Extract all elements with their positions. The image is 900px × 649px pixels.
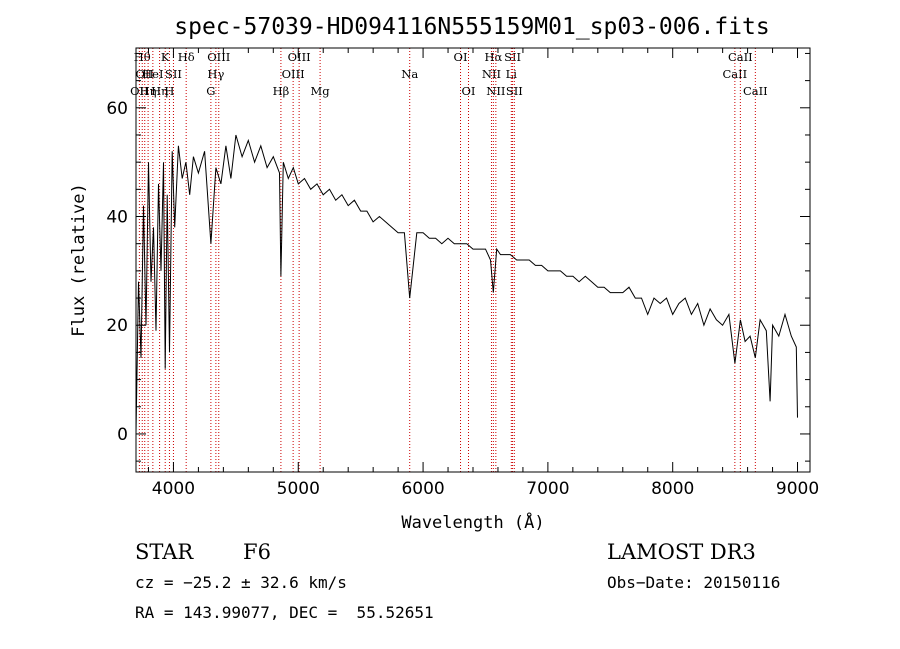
x-tick-label: 4000 [152, 479, 195, 499]
observation-date: Obs−Date: 20150116 [607, 573, 781, 592]
y-tick-label: 40 [106, 208, 128, 228]
line-label-13: Hβ [273, 84, 290, 98]
spectral-subclass: F6 [243, 540, 271, 564]
line-label-5: Hη [151, 84, 168, 98]
line-label-28: CaII [743, 84, 768, 98]
coordinates: RA = 143.99077, DEC = 55.52651 [135, 603, 434, 622]
line-label-19: OI [462, 84, 476, 98]
line-label-22: NII [486, 84, 505, 98]
line-label-10: G [206, 84, 215, 98]
y-tick-label: 0 [117, 425, 128, 445]
x-tick-label: 7000 [526, 479, 569, 499]
y-tick-label: 20 [106, 316, 128, 336]
line-label-27: CaII [728, 50, 753, 64]
redshift-velocity: cz = −25.2 ± 32.6 km/s [135, 573, 347, 592]
spectrum-line [135, 134, 798, 434]
line-label-14: OIII [282, 67, 305, 81]
line-label-4: HeI [142, 67, 163, 81]
line-label-21: Hα [484, 50, 502, 64]
line-label-6: K [161, 50, 170, 64]
x-tick-label: 8000 [651, 479, 694, 499]
x-axis-label: Wavelength (Å) [401, 511, 544, 533]
line-label-2: OII [135, 67, 154, 81]
line-label-8: SII [165, 67, 182, 81]
line-label-24: SII [504, 50, 521, 64]
line-label-0: OII [130, 84, 149, 98]
spectral-line-markers: OIIHθOIIHηHeIHηKHSIIHδGHγOIIIHβOIIIOIIIM… [130, 48, 768, 472]
line-label-17: Na [401, 67, 418, 81]
line-label-25: SII [506, 84, 523, 98]
axis-ticks: 4000 5000 6000 7000 8000 9000 0 20 40 60 [106, 48, 819, 499]
object-type: STAR [135, 540, 194, 564]
line-label-20: NII [482, 67, 501, 81]
line-label-12: OIII [207, 50, 230, 64]
line-label-9: Hδ [178, 50, 195, 64]
line-label-11: Hγ [207, 67, 224, 81]
x-tick-label: 5000 [277, 479, 320, 499]
line-label-16: Mg [311, 84, 331, 98]
line-label-15: OIII [288, 50, 311, 64]
y-axis-label: Flux (relative) [69, 183, 89, 337]
line-label-26: CaII [722, 67, 747, 81]
survey-name: LAMOST DR3 [607, 540, 756, 564]
x-tick-label: 6000 [401, 479, 444, 499]
x-tick-label: 9000 [776, 479, 819, 499]
line-label-7: H [164, 84, 174, 98]
y-tick-label: 60 [106, 99, 128, 119]
line-label-18: OI [454, 50, 468, 64]
chart-title: spec-57039-HD094116N555159M01_sp03-006.f… [174, 14, 769, 40]
line-label-23: Li [506, 67, 518, 81]
plot-frame [135, 47, 811, 473]
